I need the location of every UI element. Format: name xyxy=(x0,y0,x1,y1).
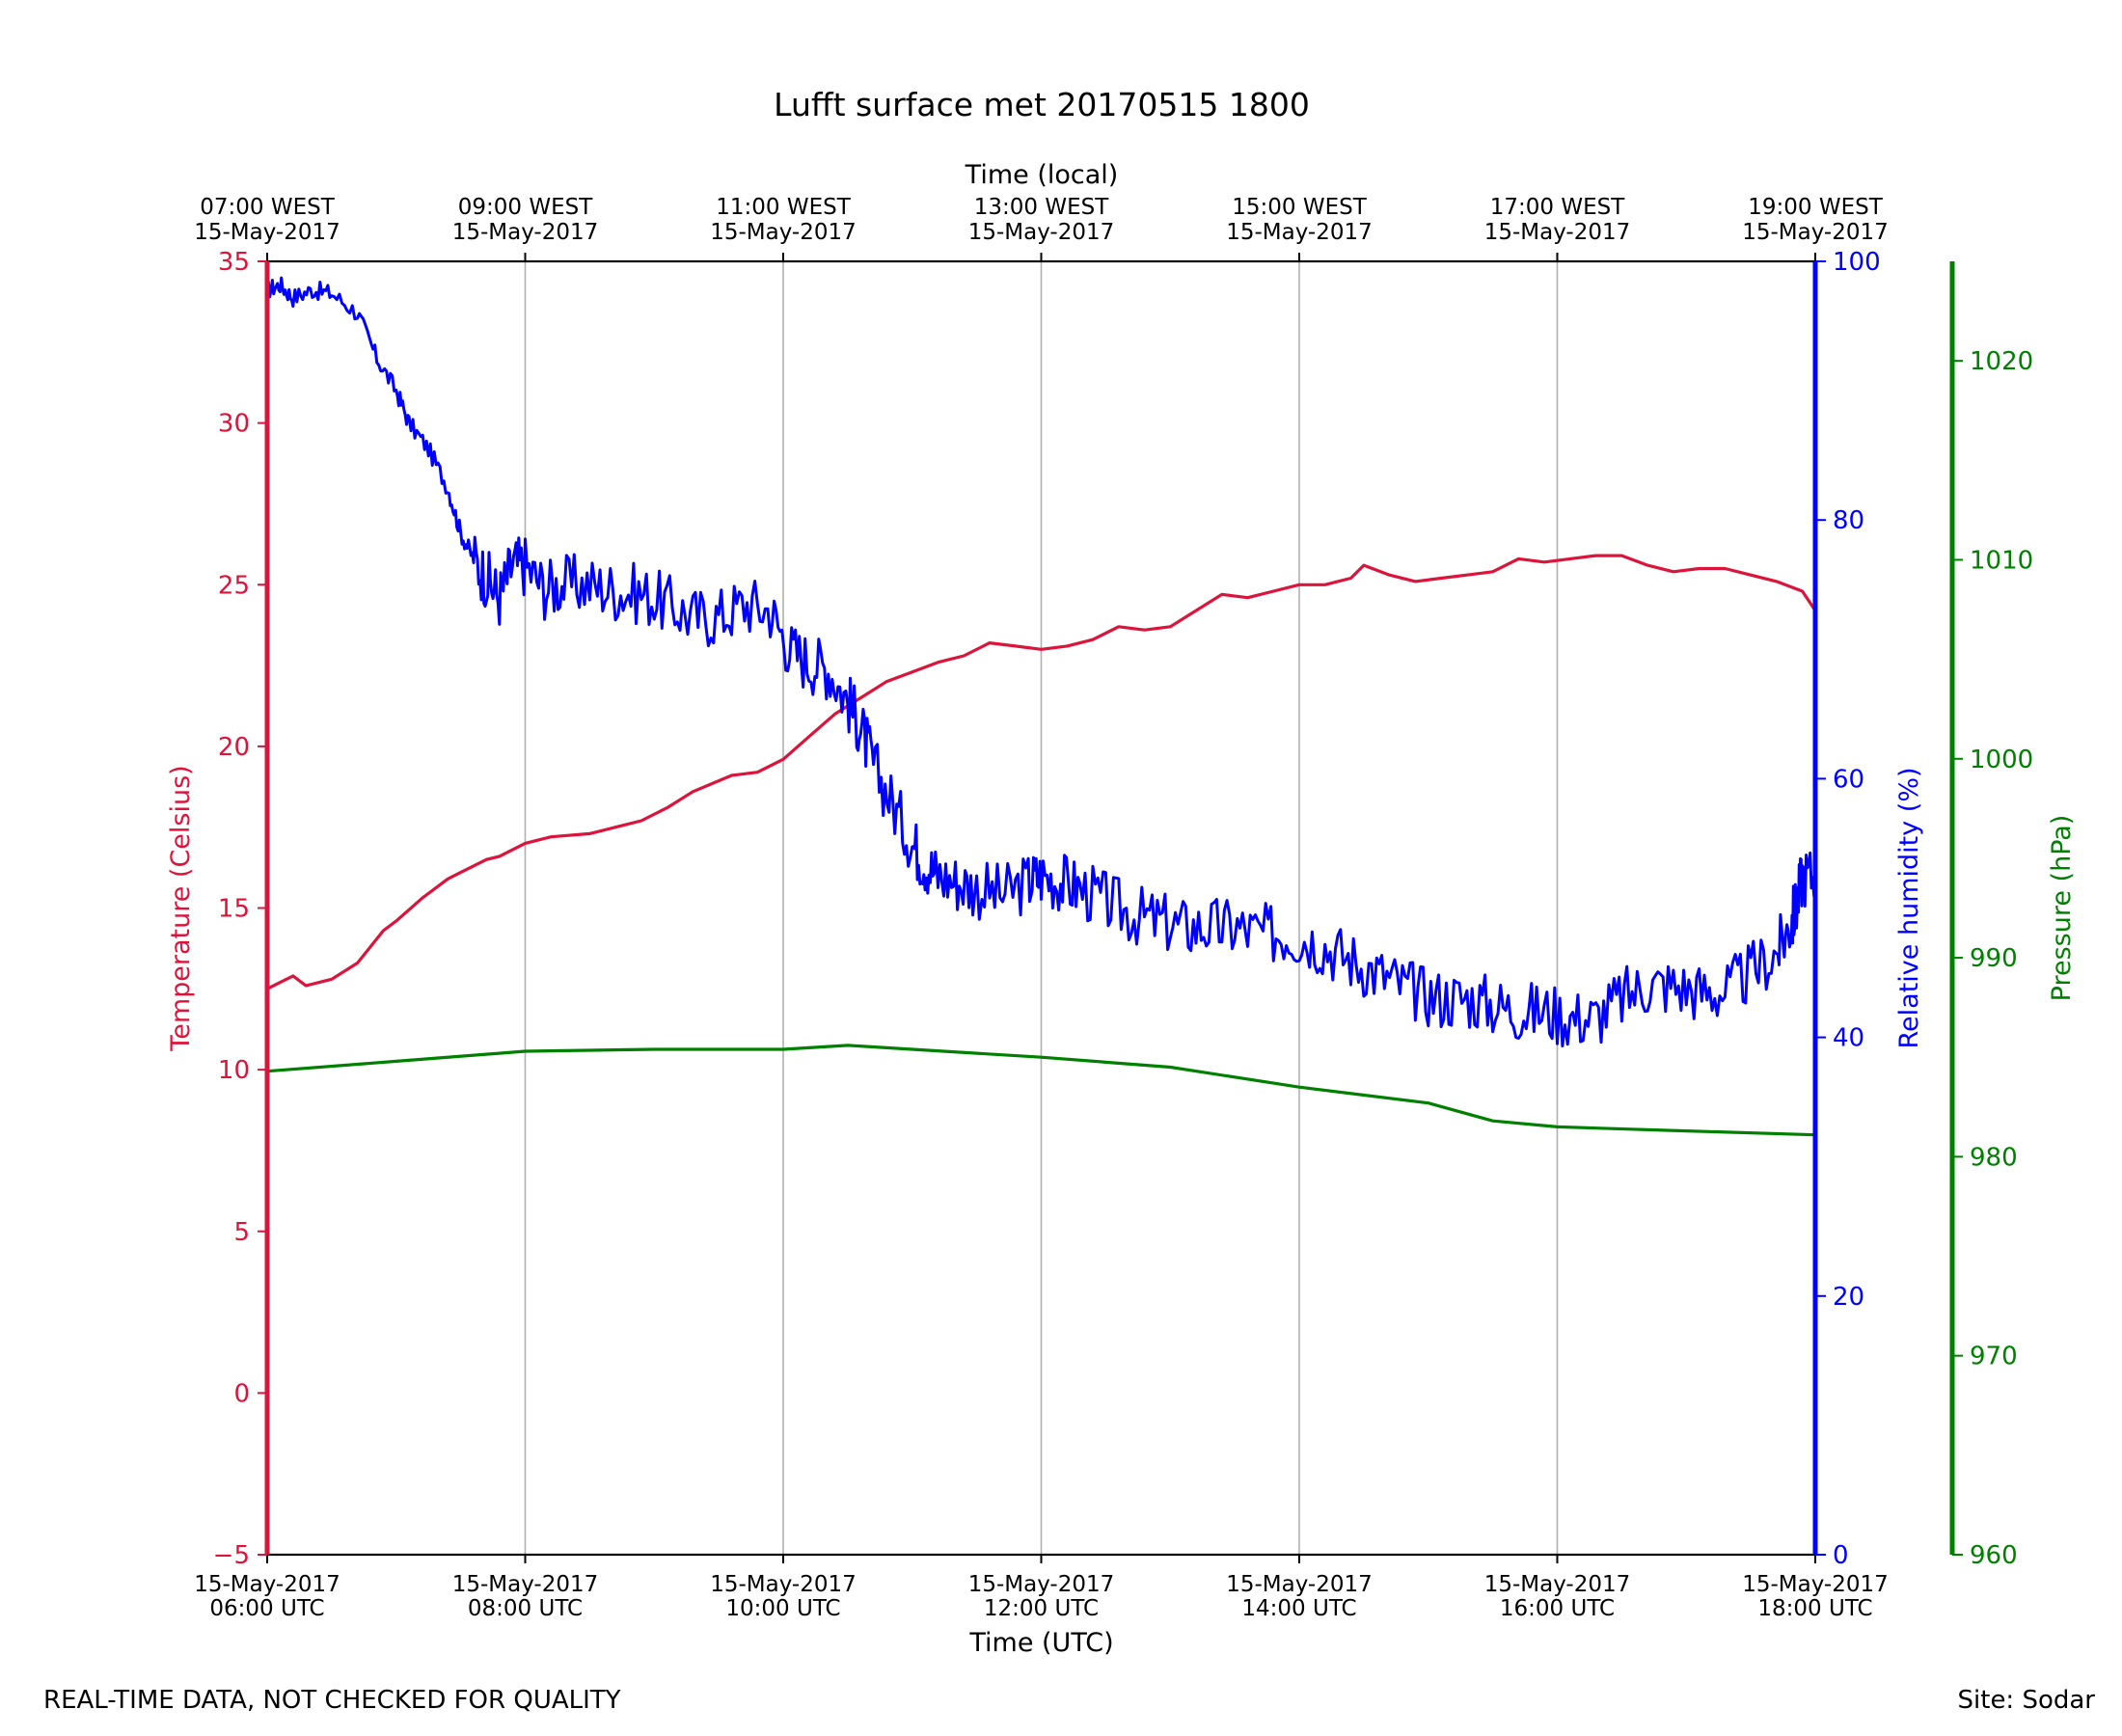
x-tick-date: 15-May-2017 xyxy=(194,1572,340,1597)
top-tick-time: 09:00 WEST xyxy=(458,195,593,220)
top-tick-time: 13:00 WEST xyxy=(974,195,1109,220)
temperature-tick-label: 5 xyxy=(233,1218,250,1247)
series-line-pressure xyxy=(266,1044,1816,1137)
humidity-axis: 0 20 40 60 80 100 Relative humidity (%) xyxy=(1812,248,1924,1570)
pressure-tick-label: 1000 xyxy=(1970,746,2033,774)
temperature-tick-label: 35 xyxy=(218,248,250,277)
top-tick-date: 15-May-2017 xyxy=(1742,220,1889,245)
site-label: Site: Sodar xyxy=(1957,1686,2095,1715)
x-tick-date: 15-May-2017 xyxy=(710,1572,857,1597)
pressure-tick-label: 980 xyxy=(1970,1143,2018,1172)
top-axis-label: Time (local) xyxy=(965,160,1119,190)
x-tick-time: 18:00 UTC xyxy=(1757,1596,1872,1621)
top-tick-date: 15-May-2017 xyxy=(710,220,857,245)
humidity-tick-label: 100 xyxy=(1833,248,1881,277)
x-tick-date: 15-May-2017 xyxy=(1742,1572,1889,1597)
quality-notice: REAL-TIME DATA, NOT CHECKED FOR QUALITY xyxy=(43,1686,621,1715)
pressure-tick-label: 990 xyxy=(1970,944,2018,973)
series-line-relative-humidity xyxy=(266,276,1817,1047)
grid-lines xyxy=(524,261,1559,1555)
humidity-tick-label: 20 xyxy=(1833,1283,1864,1312)
top-tick-date: 15-May-2017 xyxy=(452,220,599,245)
temperature-tick-label: −5 xyxy=(213,1541,250,1570)
x-tick-time: 16:00 UTC xyxy=(1500,1596,1615,1621)
x-tick-date: 15-May-2017 xyxy=(1226,1572,1373,1597)
top-tick-time: 07:00 WEST xyxy=(200,195,335,220)
temperature-axis: −5 0 5 10 15 20 25 30 35 Temperature (Celsius) xyxy=(166,248,270,1570)
top-tick-time: 17:00 WEST xyxy=(1490,195,1625,220)
temperature-tick-label: 30 xyxy=(218,410,250,439)
top-tick-time: 19:00 WEST xyxy=(1748,195,1883,220)
pressure-axis-label: Pressure (hPa) xyxy=(2047,815,2077,1002)
temperature-axis-label: Temperature (Celsius) xyxy=(166,765,196,1051)
top-tick-date: 15-May-2017 xyxy=(194,220,340,245)
pressure-tick-label: 1010 xyxy=(1970,546,2033,575)
x-tick-date: 15-May-2017 xyxy=(452,1572,599,1597)
humidity-tick-label: 60 xyxy=(1833,765,1864,794)
humidity-tick-label: 80 xyxy=(1833,506,1864,535)
top-tick-date: 15-May-2017 xyxy=(1226,220,1373,245)
x-tick-time: 12:00 UTC xyxy=(984,1596,1099,1621)
top-tick-time: 11:00 WEST xyxy=(716,195,851,220)
bottom-axis-label: Time (UTC) xyxy=(968,1628,1113,1658)
top-tick-time: 15:00 WEST xyxy=(1232,195,1367,220)
series-line-temperature xyxy=(266,554,1817,990)
x-tick-time: 10:00 UTC xyxy=(725,1596,840,1621)
temperature-tick-label: 15 xyxy=(218,895,250,924)
pressure-axis: 960 970 980 990 1000 1010 1020 Pressure (hPa) xyxy=(1949,261,2077,1570)
temperature-tick-label: 20 xyxy=(218,733,250,762)
top-tick-date: 15-May-2017 xyxy=(968,220,1115,245)
x-tick-date: 15-May-2017 xyxy=(1484,1572,1631,1597)
temperature-tick-label: 10 xyxy=(218,1056,250,1085)
humidity-tick-label: 40 xyxy=(1833,1024,1864,1053)
x-tick-date: 15-May-2017 xyxy=(968,1572,1115,1597)
top-tick-date: 15-May-2017 xyxy=(1484,220,1631,245)
humidity-axis-label: Relative humidity (%) xyxy=(1894,767,1924,1048)
pressure-tick-label: 970 xyxy=(1970,1343,2018,1371)
x-tick-time: 14:00 UTC xyxy=(1241,1596,1356,1621)
x-tick-time: 08:00 UTC xyxy=(468,1596,583,1621)
chart-title: Lufft surface met 20170515 1800 xyxy=(774,86,1310,123)
pressure-tick-label: 1020 xyxy=(1970,347,2033,376)
temperature-tick-label: 25 xyxy=(218,571,250,600)
temperature-tick-label: 0 xyxy=(233,1379,250,1408)
humidity-tick-label: 0 xyxy=(1833,1541,1849,1570)
pressure-tick-label: 960 xyxy=(1970,1541,2018,1570)
series-layer xyxy=(266,276,1817,1137)
x-tick-time: 06:00 UTC xyxy=(209,1596,324,1621)
